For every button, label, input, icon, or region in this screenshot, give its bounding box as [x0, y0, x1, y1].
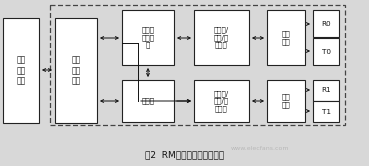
Text: 光电
转换: 光电 转换 — [282, 30, 290, 45]
Text: R1: R1 — [321, 87, 331, 93]
Bar — [267, 10, 305, 65]
Bar — [313, 80, 339, 101]
Bar — [267, 80, 305, 122]
Text: R0: R0 — [321, 20, 331, 27]
Text: 数据编/
解码/并
行处理: 数据编/ 解码/并 行处理 — [214, 27, 229, 48]
Text: T1: T1 — [321, 109, 331, 115]
Text: 图2  RM接口适配器功能框图: 图2 RM接口适配器功能框图 — [145, 151, 224, 160]
Bar — [3, 18, 39, 123]
Text: 协议
处理
模块: 协议 处理 模块 — [71, 56, 80, 85]
Text: T0: T0 — [321, 48, 331, 54]
Bar — [50, 5, 345, 125]
Bar — [313, 101, 339, 122]
Text: 网络管
理状态
机: 网络管 理状态 机 — [141, 27, 155, 48]
Bar — [122, 80, 174, 122]
Bar — [122, 10, 174, 65]
Bar — [313, 10, 339, 37]
Bar — [313, 38, 339, 65]
Bar — [194, 80, 249, 122]
Bar — [55, 18, 97, 123]
Text: 任务
设备
接口: 任务 设备 接口 — [16, 56, 25, 85]
Text: 数据编/
解码/并
行处理: 数据编/ 解码/并 行处理 — [214, 90, 229, 112]
Bar — [194, 10, 249, 65]
Text: 光电
转换: 光电 转换 — [282, 94, 290, 108]
Text: www.elecfans.com: www.elecfans.com — [231, 146, 289, 151]
Text: 存储器: 存储器 — [141, 98, 155, 104]
